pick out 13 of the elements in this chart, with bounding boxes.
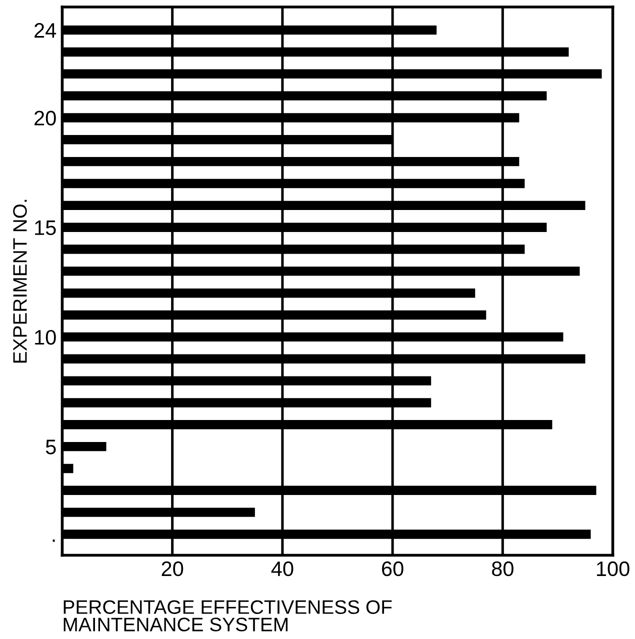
y-axis-title: EXPERIMENT NO. [13,200,27,363]
x-tick-label: 100 [596,561,630,576]
y-tick-label: 10 [35,330,56,345]
y-tick-label: . [52,540,55,542]
y-tick-label: 15 [35,220,56,236]
y-tick-label: 20 [34,110,56,126]
x-tick-label: 20 [162,561,184,576]
x-tick-label: 40 [271,561,294,576]
x-tick-label: 80 [492,561,514,576]
x-axis-title: PERCENTAGE EFFECTIVENESS OF MAINTENANCE SYSTEM [64,600,392,632]
x-tick-label: 60 [382,561,404,576]
y-tick-label: 5 [46,440,56,454]
y-tick-label: 24 [34,23,56,38]
